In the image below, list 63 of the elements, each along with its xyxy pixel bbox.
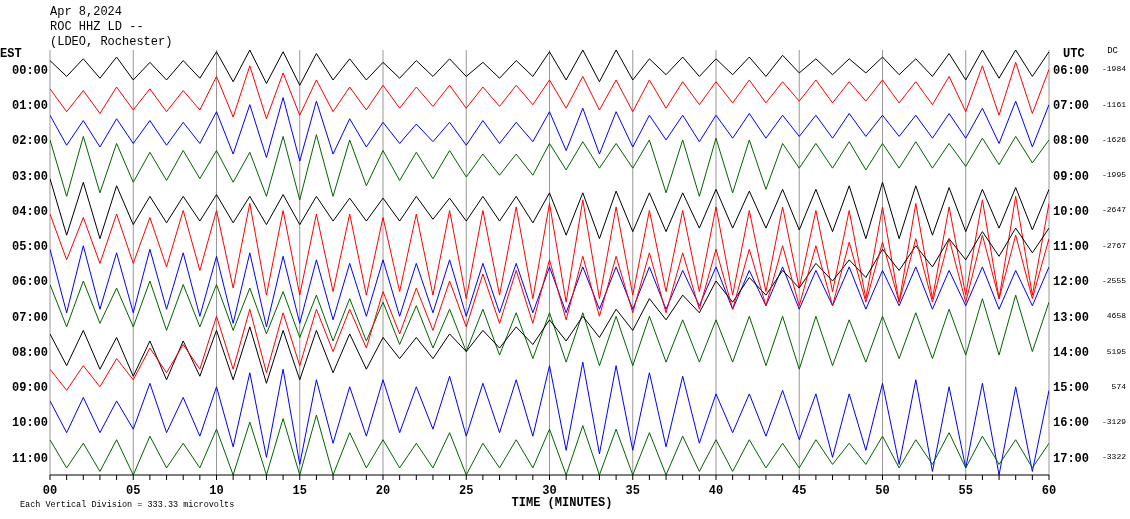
y2-tick-label: 08:00: [1053, 134, 1090, 149]
x-tick-label: 15: [292, 484, 307, 498]
y2-tick-label: 17:00: [1053, 451, 1090, 466]
y2-tick-label: 16:00: [1053, 416, 1090, 431]
text: -2767: [1101, 240, 1126, 251]
text: -1984: [1101, 64, 1126, 75]
text: -2647: [1101, 205, 1126, 216]
x-tick-label: 20: [375, 484, 391, 498]
text: 574: [1111, 381, 1126, 392]
text: 5195: [1106, 346, 1126, 357]
x-tick-label: 25: [459, 484, 474, 498]
y-tick-label: 00:00: [11, 63, 48, 78]
y2-tick-label: 15:00: [1053, 381, 1090, 396]
text: 4658: [1106, 311, 1126, 322]
text: -2555: [1101, 276, 1126, 287]
y2-axis-title: UTC: [1063, 47, 1085, 61]
line-series: [50, 245, 1049, 328]
x-tick-label: 35: [625, 484, 640, 498]
chart-title: Apr 8,2024: [50, 5, 123, 20]
y-tick-label: 07:00: [11, 310, 48, 325]
y-tick-label: 04:00: [11, 204, 48, 219]
y-tick-label: 10:00: [11, 416, 48, 431]
y2-tick-label: 09:00: [1053, 169, 1090, 184]
x-tick-label: 60: [1041, 484, 1057, 498]
text: DC: [1107, 46, 1118, 57]
y2-tick-label: 11:00: [1053, 240, 1090, 255]
y2-tick-label: 12:00: [1053, 275, 1090, 290]
x-tick-label: 55: [958, 484, 973, 498]
line-series: [50, 50, 1049, 86]
y2-tick-label: 13:00: [1053, 310, 1090, 325]
y-tick-label: 02:00: [11, 134, 48, 149]
y-tick-label: 03:00: [11, 169, 48, 184]
chart-subtitle: ROC HHZ LD -- (LDEO, Rochester): [50, 20, 173, 50]
y-tick-label: 09:00: [11, 381, 48, 396]
y2-tick-label: 06:00: [1053, 63, 1090, 78]
y-axis-title: EST: [0, 47, 22, 61]
y-tick-label: 08:00: [11, 345, 48, 360]
y-tick-label: 05:00: [11, 240, 48, 255]
x-tick-label: 30: [542, 484, 557, 498]
text: -1995: [1101, 170, 1126, 181]
y2-tick-label: 14:00: [1053, 345, 1090, 360]
text: -1161: [1101, 99, 1126, 110]
line-series: [50, 134, 1049, 201]
y2-tick-label: 07:00: [1053, 98, 1090, 113]
y2-tick-label: 10:00: [1053, 204, 1090, 219]
x-tick-label: 10: [209, 484, 224, 498]
text: -1626: [1101, 134, 1126, 145]
line-series: [50, 61, 1049, 120]
x-tick-label: 40: [708, 484, 724, 498]
text: -3322: [1101, 452, 1126, 463]
y-tick-label: 06:00: [11, 275, 48, 290]
text: Each Vertical Division = 333.33 microvolts: [20, 500, 235, 510]
y-tick-label: 11:00: [11, 451, 48, 466]
x-tick-label: 45: [792, 484, 807, 498]
line-series: [50, 97, 1049, 162]
line-series: [50, 178, 1049, 240]
x-tick-label: 50: [875, 484, 890, 498]
y-tick-label: 01:00: [11, 98, 48, 113]
x-tick-label: 05: [126, 484, 141, 498]
x-axis-title: TIME (MINUTES): [511, 496, 613, 510]
text: -3129: [1101, 417, 1126, 428]
line-series: [50, 280, 1049, 370]
x-tick-label: 00: [42, 484, 58, 498]
